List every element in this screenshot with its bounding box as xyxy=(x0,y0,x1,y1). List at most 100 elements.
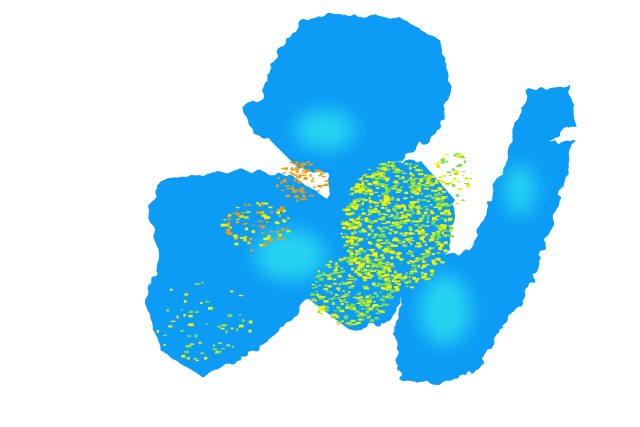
echo-pixel xyxy=(355,189,360,193)
echo-pixel xyxy=(393,237,398,239)
echo-pixel xyxy=(439,244,444,247)
echo-pixel xyxy=(184,293,189,296)
echo-pixel xyxy=(410,180,416,183)
echo-pixel xyxy=(368,228,372,230)
echo-pixel xyxy=(371,174,376,177)
echo-pixel xyxy=(386,265,390,269)
echo-pixel xyxy=(441,190,446,193)
echo-pixel xyxy=(417,192,420,194)
echo-pixel xyxy=(417,210,420,214)
echo-pixel xyxy=(241,212,246,214)
echo-pixel xyxy=(200,281,204,284)
echo-pixel xyxy=(418,207,423,210)
echo-pixel xyxy=(363,199,368,202)
echo-pixel xyxy=(364,219,369,223)
echo-pixel xyxy=(290,167,294,170)
echo-pixel xyxy=(358,204,363,206)
echo-pixel xyxy=(384,274,388,276)
echo-pixel xyxy=(348,193,352,195)
echo-pixel xyxy=(356,266,360,268)
echo-pixel xyxy=(416,278,420,280)
echo-pixel xyxy=(238,294,244,297)
echo-pixel xyxy=(356,220,360,223)
echo-pixel xyxy=(436,234,440,236)
echo-pixel xyxy=(341,295,346,298)
echo-pixel xyxy=(449,224,453,227)
echo-north-cell xyxy=(255,15,450,175)
echo-pixel xyxy=(198,341,202,344)
echo-pixel xyxy=(430,273,434,276)
echo-pixel xyxy=(359,264,364,268)
echo-pixel xyxy=(445,183,450,185)
echo-pixel xyxy=(351,192,354,196)
echo-pixel xyxy=(395,170,401,174)
echo-pixel xyxy=(364,257,368,260)
echo-pixel xyxy=(290,169,294,171)
echo-pixel xyxy=(391,165,395,167)
echo-pixel xyxy=(387,277,392,279)
echo-pixel xyxy=(425,181,429,185)
echo-pixel xyxy=(379,291,382,293)
echo-pixel xyxy=(429,269,435,273)
echo-pixel xyxy=(392,171,397,173)
echo-pixel xyxy=(412,265,417,267)
echo-pixel xyxy=(437,257,441,261)
echo-pixel xyxy=(426,220,430,223)
echo-pixel xyxy=(401,214,406,218)
echo-pixel xyxy=(444,184,450,186)
echo-pixel xyxy=(386,201,391,205)
echo-pixel xyxy=(363,188,366,192)
echo-pixel xyxy=(239,237,244,239)
echo-pixel xyxy=(441,180,445,184)
echo-pixel xyxy=(419,186,422,189)
echo-pixel xyxy=(226,344,231,347)
echo-pixel xyxy=(381,183,386,185)
echo-pixel xyxy=(422,231,426,233)
echo-pixel xyxy=(200,352,205,354)
echo-pixel xyxy=(224,223,230,227)
echo-pixel xyxy=(383,195,389,198)
echo-pixel xyxy=(397,189,402,191)
echo-pixel xyxy=(375,211,381,214)
echo-pixel xyxy=(414,192,420,195)
echo-pixel xyxy=(349,204,355,207)
echo-pixel xyxy=(358,230,364,233)
echo-pixel xyxy=(378,183,383,186)
echo-pixel xyxy=(346,205,351,209)
echo-pixel xyxy=(310,292,315,296)
echo-pixel xyxy=(263,215,268,218)
echo-pixel xyxy=(220,347,225,350)
echo-pixel xyxy=(385,221,391,224)
echo-pixel xyxy=(383,177,388,180)
echo-pixel xyxy=(300,163,304,165)
echo-pixel xyxy=(393,231,398,234)
echo-pixel xyxy=(374,183,380,187)
echo-pixel xyxy=(382,172,386,176)
echo-pixel xyxy=(409,168,412,170)
echo-pixel xyxy=(435,163,440,166)
echo-pixel xyxy=(385,263,389,265)
echo-pixel xyxy=(435,219,439,221)
echo-pixel xyxy=(369,261,372,264)
echo-pixel xyxy=(311,287,315,289)
echo-pixel xyxy=(415,229,420,231)
echo-pixel xyxy=(358,296,364,299)
echo-pixel xyxy=(387,284,392,286)
echo-pixel xyxy=(294,163,298,166)
echo-pixel xyxy=(381,295,386,298)
echo-pixel xyxy=(383,163,387,166)
echo-pixel xyxy=(163,344,166,346)
echo-pixel xyxy=(401,204,406,208)
echo-pixel xyxy=(368,210,373,213)
echo-pixel xyxy=(328,266,332,268)
echo-pixel xyxy=(358,248,364,251)
echo-pixel xyxy=(374,201,378,204)
echo-pixel xyxy=(392,238,397,242)
echo-pixel xyxy=(448,212,452,216)
echo-pixel xyxy=(303,162,307,166)
echo-pixel xyxy=(204,356,208,360)
echo-pixel xyxy=(347,305,353,308)
echo-pixel xyxy=(380,206,385,209)
echo-pixel xyxy=(435,230,440,233)
echo-pixel xyxy=(346,278,349,280)
